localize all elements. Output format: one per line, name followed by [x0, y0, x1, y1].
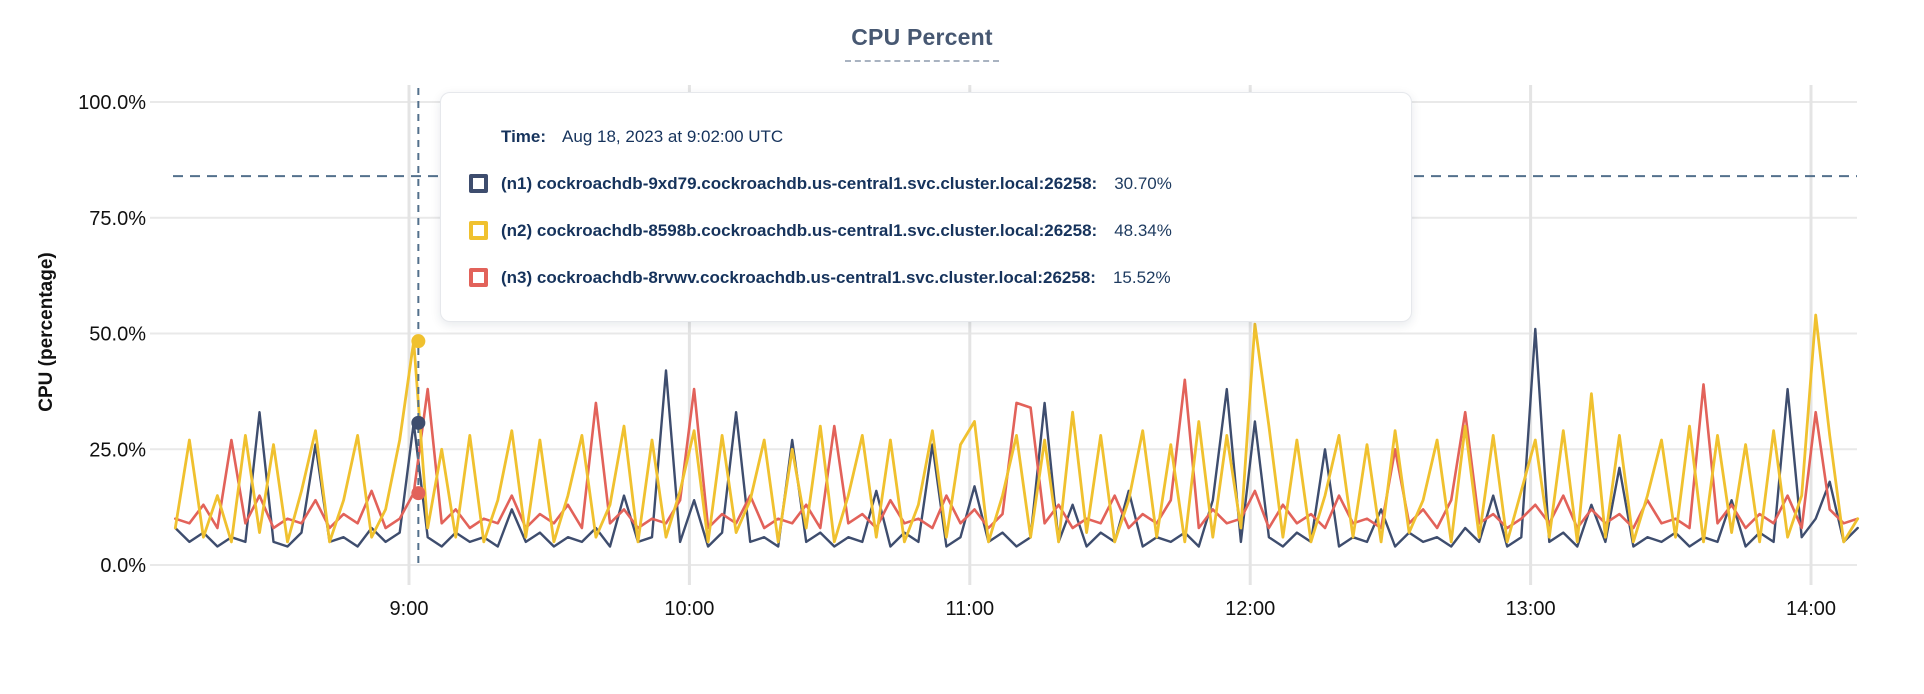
x-tick-label: 10:00	[664, 598, 714, 620]
series-n3-value: 15.52%	[1112, 267, 1171, 287]
y-tick-label: 0.0%	[100, 555, 146, 577]
tooltip-time-row: Time: Aug 18, 2023 at 9:02:00 UTC	[469, 113, 1371, 160]
y-tick-label: 100.0%	[78, 92, 146, 114]
x-tick-label: 13:00	[1506, 598, 1556, 620]
series-n1-swatch-icon	[469, 174, 488, 193]
x-tick-label: 12:00	[1225, 598, 1275, 620]
series-n3-swatch-icon	[469, 268, 488, 287]
y-tick-label: 50.0%	[89, 324, 146, 346]
hover-dot-n1	[411, 415, 426, 430]
series-n1-value: 30.70%	[1114, 173, 1172, 193]
chart-tooltip: Time: Aug 18, 2023 at 9:02:00 UTC (n1) c…	[440, 92, 1412, 322]
y-tick-label: 75.0%	[89, 208, 146, 230]
tooltip-series-row: (n3) cockroachdb-8rvwv.cockroachdb.us-ce…	[469, 254, 1371, 301]
series-n2-swatch-icon	[469, 221, 488, 240]
series-line-n3	[174, 378, 1859, 530]
series-n3-label: (n3) cockroachdb-8rvwv.cockroachdb.us-ce…	[501, 267, 1096, 287]
hover-dot-n3	[411, 486, 426, 501]
series-n1-label: (n1) cockroachdb-9xd79.cockroachdb.us-ce…	[501, 173, 1098, 193]
tooltip-time-label: Time:	[501, 126, 547, 146]
tooltip-series-row: (n2) cockroachdb-8598b.cockroachdb.us-ce…	[469, 207, 1371, 254]
tooltip-series-row: (n1) cockroachdb-9xd79.cockroachdb.us-ce…	[469, 160, 1371, 207]
hover-dot-n2	[411, 334, 426, 349]
y-tick-label: 25.0%	[89, 439, 146, 461]
x-tick-label: 9:00	[390, 598, 429, 620]
h-gridlines: 100.0% 75.0% 50.0% 25.0% 0.0%	[78, 92, 1857, 577]
series-n2-value: 48.34%	[1114, 220, 1172, 240]
series-line-n2	[173, 313, 1860, 544]
x-tick-label: 11:00	[946, 598, 995, 620]
x-tick-label: 14:00	[1786, 598, 1836, 620]
series-n2-label: (n2) cockroachdb-8598b.cockroachdb.us-ce…	[501, 220, 1098, 240]
tooltip-time-value: Aug 18, 2023 at 9:02:00 UTC	[562, 126, 784, 146]
